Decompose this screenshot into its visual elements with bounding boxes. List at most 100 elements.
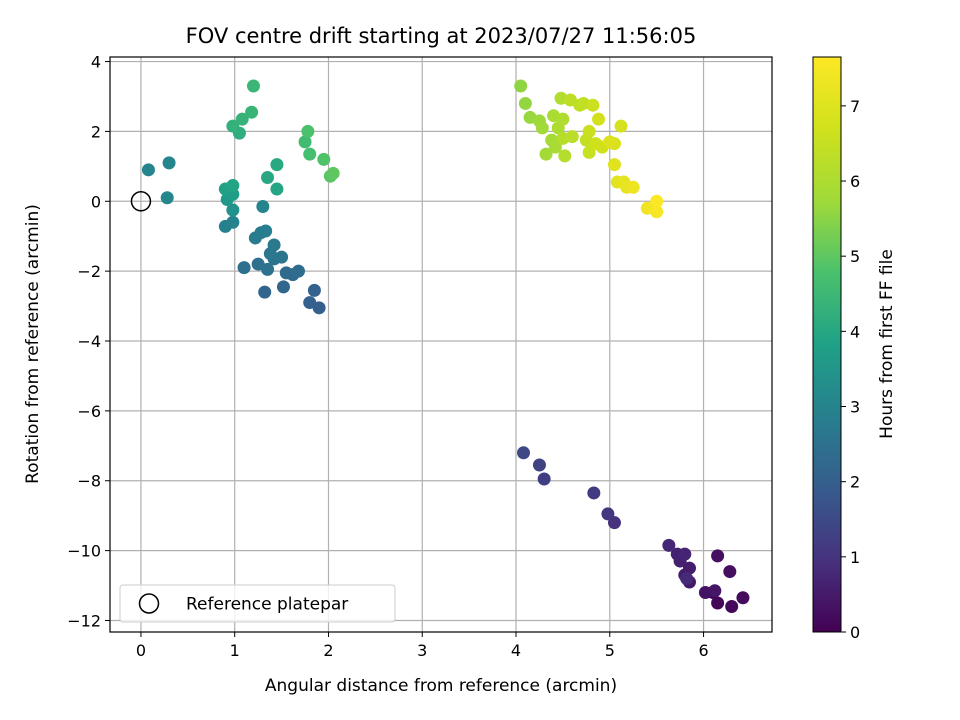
data-point	[237, 261, 251, 275]
data-point	[558, 149, 572, 163]
data-point	[650, 194, 664, 208]
chart-title: FOV centre drift starting at 2023/07/27 …	[186, 24, 697, 48]
data-points	[141, 79, 750, 613]
y-tick-label: 2	[91, 122, 101, 141]
data-point	[298, 135, 312, 149]
data-point	[736, 591, 750, 605]
data-point	[723, 565, 737, 579]
data-point	[708, 584, 722, 598]
data-point	[662, 538, 676, 552]
plot-frame	[109, 56, 773, 633]
data-point	[261, 262, 275, 276]
data-point	[259, 224, 273, 238]
y-tick-label: −4	[77, 332, 101, 351]
data-point	[261, 171, 275, 185]
data-point	[226, 179, 240, 193]
colorbar-tick-label: 4	[850, 322, 860, 341]
data-point	[532, 458, 546, 472]
y-axis-label: Rotation from reference (arcmin)	[23, 204, 43, 484]
y-tick-label: −6	[77, 402, 101, 421]
data-point	[682, 561, 696, 575]
x-axis-label: Angular distance from reference (arcmin)	[265, 676, 617, 696]
data-point	[725, 599, 739, 613]
data-point	[614, 119, 628, 133]
data-point	[565, 130, 579, 144]
data-point	[279, 266, 293, 280]
data-point	[160, 191, 174, 205]
data-point	[539, 147, 553, 161]
data-point	[680, 572, 694, 586]
data-point	[246, 79, 260, 93]
y-tick-label: −8	[77, 472, 101, 491]
y-tick-label: 4	[91, 53, 101, 72]
data-point	[518, 96, 532, 110]
reference-platepar-marker	[130, 191, 152, 212]
x-tick-label: 1	[230, 641, 240, 660]
y-tick-label: −2	[77, 262, 101, 281]
data-point	[267, 238, 281, 252]
data-point	[514, 79, 528, 93]
data-point	[587, 486, 601, 500]
data-point	[256, 200, 270, 214]
colorbar-ticks: 0 1 2 3 4 5 6 7	[841, 97, 860, 642]
data-point	[586, 98, 600, 112]
data-point	[226, 119, 240, 133]
data-point	[711, 549, 725, 563]
data-point	[303, 147, 317, 161]
data-point	[601, 507, 615, 521]
x-tick-label: 5	[605, 641, 615, 660]
data-point	[226, 215, 240, 229]
colorbar-tick-label: 2	[850, 473, 860, 492]
colorbar-tick-label: 1	[850, 548, 860, 567]
data-point	[258, 285, 272, 299]
data-point	[245, 105, 259, 119]
y-tick-label: −12	[67, 611, 101, 630]
data-point	[291, 264, 305, 278]
colorbar-tick-label: 6	[850, 172, 860, 191]
legend-label: Reference platepar	[186, 595, 348, 615]
data-point	[556, 112, 570, 126]
data-point	[276, 280, 290, 294]
data-point	[592, 112, 606, 126]
data-point	[626, 180, 640, 194]
x-tick-label: 2	[323, 641, 333, 660]
data-point	[537, 472, 551, 486]
colorbar-tick-label: 3	[850, 398, 860, 417]
data-point	[548, 140, 562, 154]
data-point	[162, 156, 176, 170]
colorbar-tick-label: 0	[850, 623, 860, 642]
colorbar: 0 1 2 3 4 5 6 7 Hours from first FF file	[812, 56, 897, 642]
legend-box	[119, 584, 396, 623]
x-tick-label: 4	[511, 641, 521, 660]
y-tick-label: −10	[67, 542, 101, 561]
data-point	[517, 446, 531, 460]
legend: Reference platepar	[119, 584, 396, 623]
axis-ticks: 0 1 2 3 4 5 6 −12 −10 −8 −6 −4 −2 0 2 4	[67, 53, 708, 660]
data-point	[317, 152, 331, 166]
data-point	[307, 283, 321, 297]
x-tick-label: 0	[136, 641, 146, 660]
data-point	[270, 158, 284, 172]
data-point	[535, 121, 549, 135]
data-point	[275, 250, 289, 264]
data-point	[650, 205, 664, 219]
data-point	[235, 112, 249, 126]
x-tick-label: 3	[417, 641, 427, 660]
colorbar-tick-label: 5	[850, 247, 860, 266]
data-point	[711, 596, 725, 610]
data-point	[226, 203, 240, 217]
data-point	[607, 158, 621, 172]
data-point	[303, 296, 317, 310]
y-tick-label: 0	[91, 192, 101, 211]
colorbar-label: Hours from first FF file	[877, 249, 897, 439]
data-point	[603, 135, 617, 149]
data-point	[326, 166, 340, 180]
colorbar-tick-label: 7	[850, 97, 860, 116]
data-point	[270, 182, 284, 196]
data-point	[582, 124, 596, 138]
data-point	[141, 163, 155, 177]
legend-marker	[138, 593, 160, 614]
colorbar-gradient	[812, 56, 842, 633]
x-tick-label: 6	[698, 641, 708, 660]
